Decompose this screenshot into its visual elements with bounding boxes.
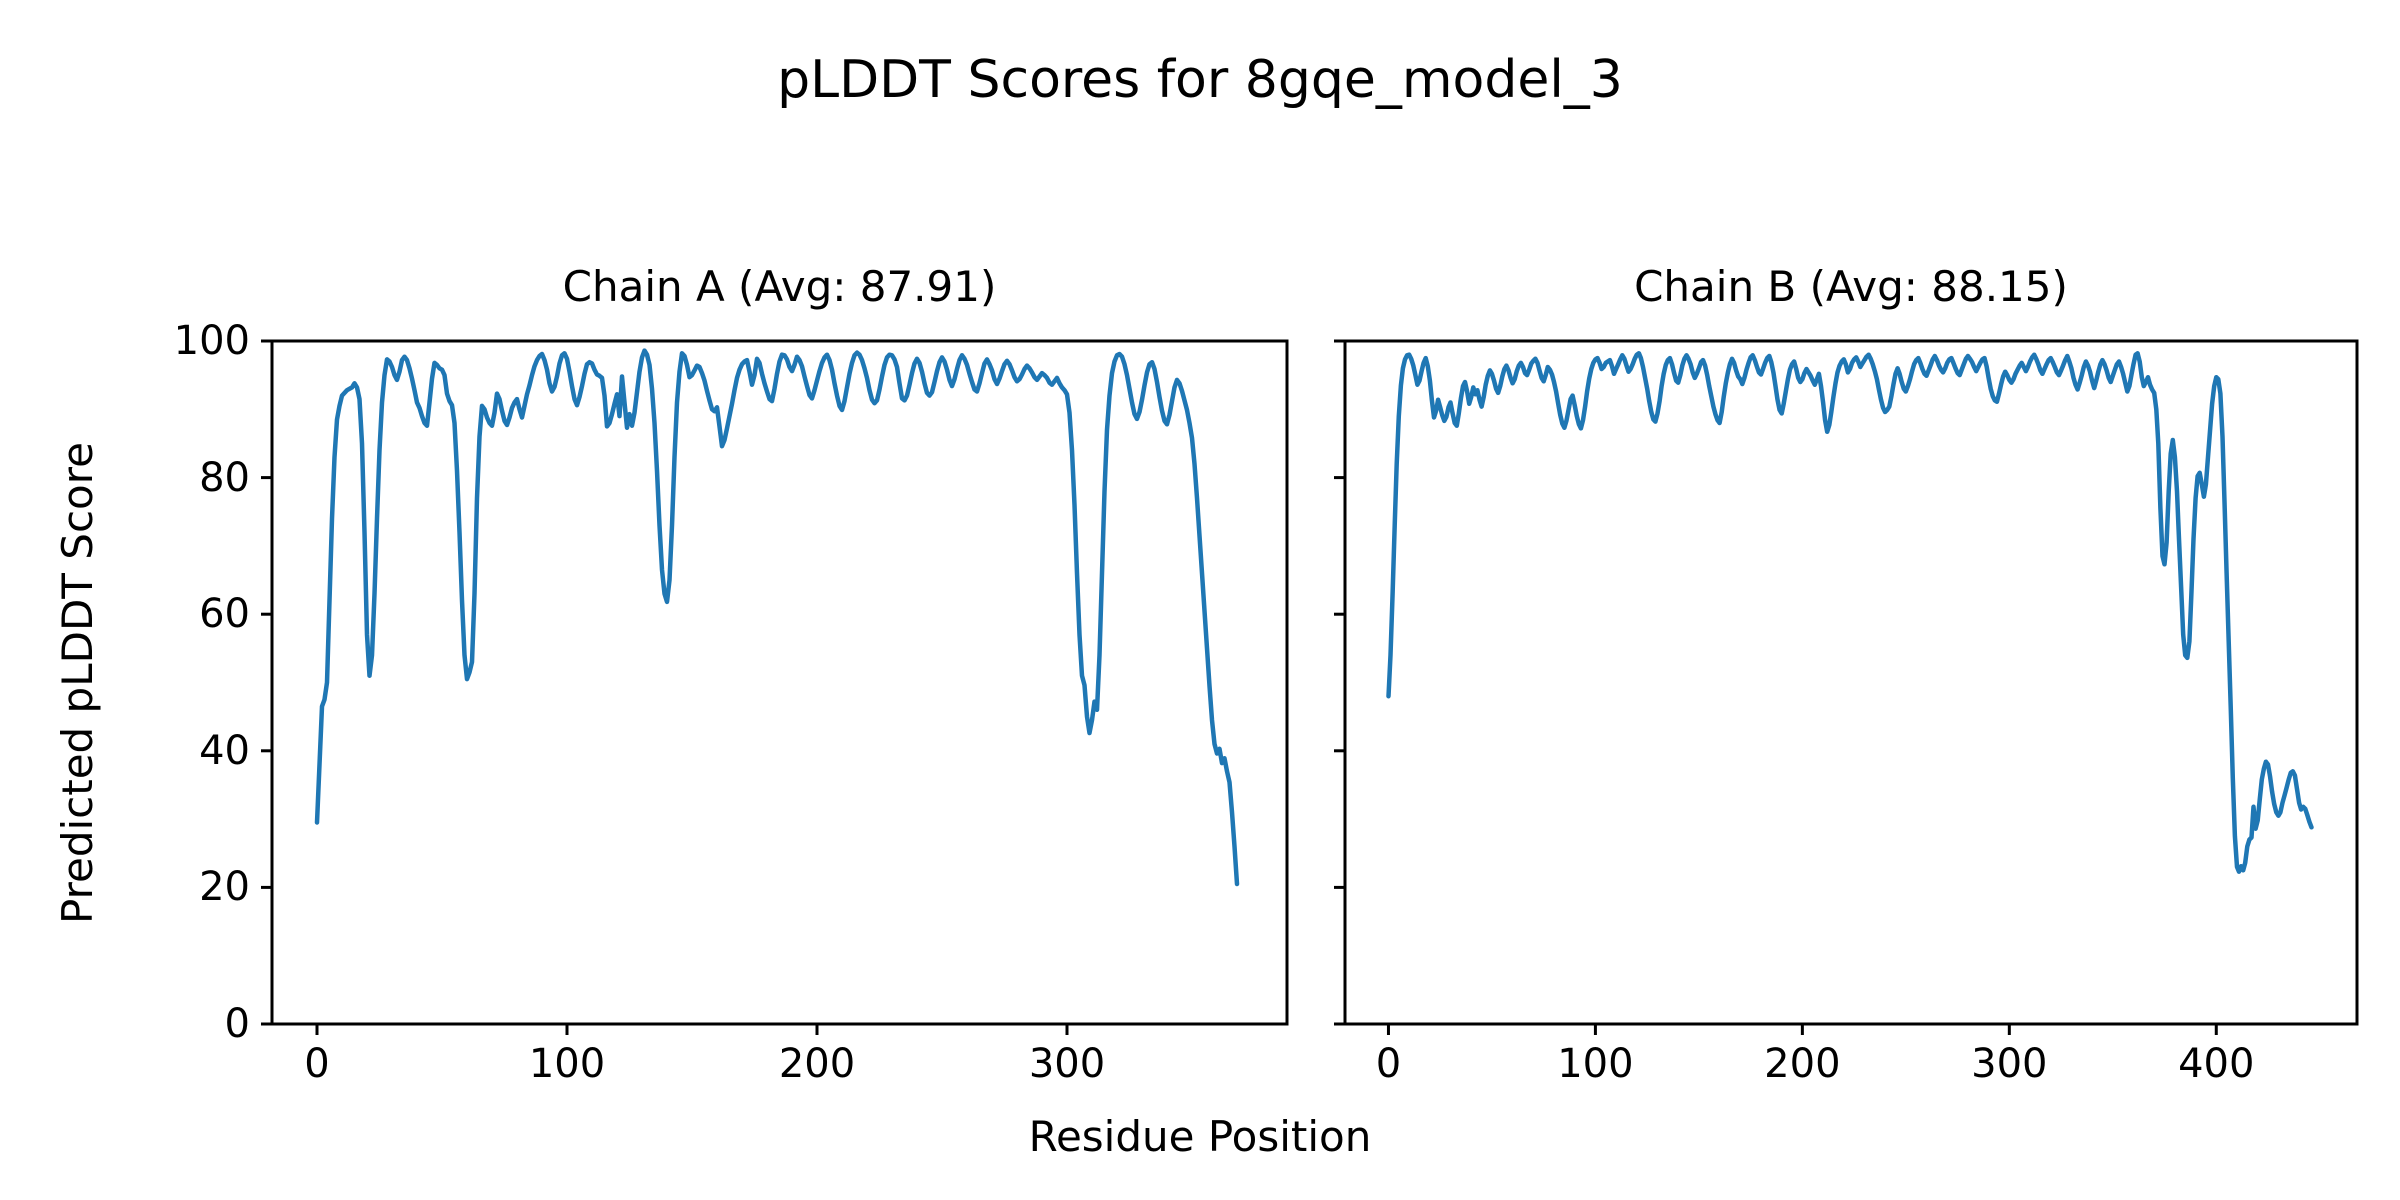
chain-b-x-tick-label: 400	[2178, 1041, 2255, 1087]
chain-b-plddt-line	[1386, 351, 2314, 874]
chain-b-x-tick-label: 300	[1971, 1041, 2048, 1087]
chain-a-x-tick-label: 300	[1028, 1041, 1106, 1087]
y-tick-label: 80	[199, 454, 250, 501]
chain-a-x-tick-label: 100	[528, 1041, 606, 1087]
chain-a-x-tick-label: 200	[778, 1041, 856, 1087]
chain-a-plot	[261, 339, 1289, 1035]
y-tick-label: 0	[224, 1001, 250, 1047]
chain-a-axes-frame	[270, 339, 1289, 1026]
chain-a-plddt-line	[314, 348, 1240, 887]
y-axis-label: Predicted pLDDT Score	[53, 442, 102, 924]
y-tick-label: 60	[199, 591, 250, 638]
chain-b-plot	[1334, 339, 2359, 1035]
chain-b-x-tick-label: 0	[1375, 1041, 1402, 1087]
x-axis-label: Residue Position	[1028, 1112, 1372, 1161]
y-tick-label: 100	[173, 318, 250, 364]
y-tick-label: 20	[199, 864, 250, 911]
y-tick-label: 40	[199, 727, 250, 774]
subplot-title-chain-a: Chain A (Avg: 87.91)	[562, 262, 997, 311]
subplot-title-chain-b: Chain B (Avg: 88.15)	[1634, 262, 2068, 311]
figure-title: pLDDT Scores for 8gqe_model_3	[777, 50, 1623, 110]
chain-a-x-tick-label: 0	[304, 1041, 330, 1087]
chain-b-x-tick-label: 100	[1557, 1041, 1634, 1087]
chain-b-axes-frame	[1343, 339, 2359, 1026]
chain-b-x-tick-label: 200	[1764, 1041, 1841, 1087]
